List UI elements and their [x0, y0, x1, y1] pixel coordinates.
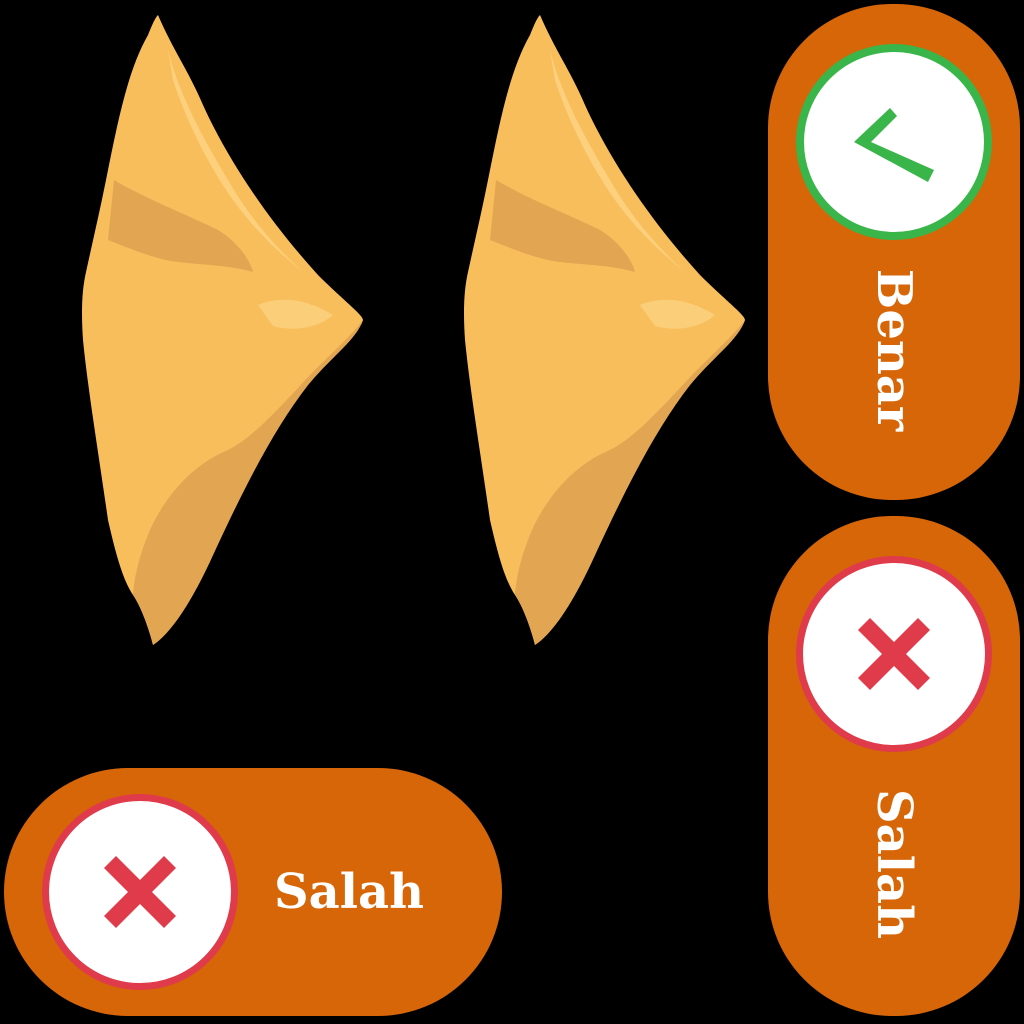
check-icon	[796, 44, 992, 240]
x-icon	[796, 556, 992, 752]
salah-label: Salah	[274, 864, 424, 920]
benar-label: Benar	[866, 268, 922, 432]
salah-button-vertical[interactable]: Salah	[768, 516, 1020, 1016]
salah-button-horizontal[interactable]: Salah	[4, 768, 502, 1016]
salah-label: Salah	[866, 789, 922, 939]
samosa-icon	[78, 10, 378, 650]
x-icon	[42, 794, 238, 990]
benar-button[interactable]: Benar	[768, 4, 1020, 500]
samosa-icon	[460, 10, 760, 650]
